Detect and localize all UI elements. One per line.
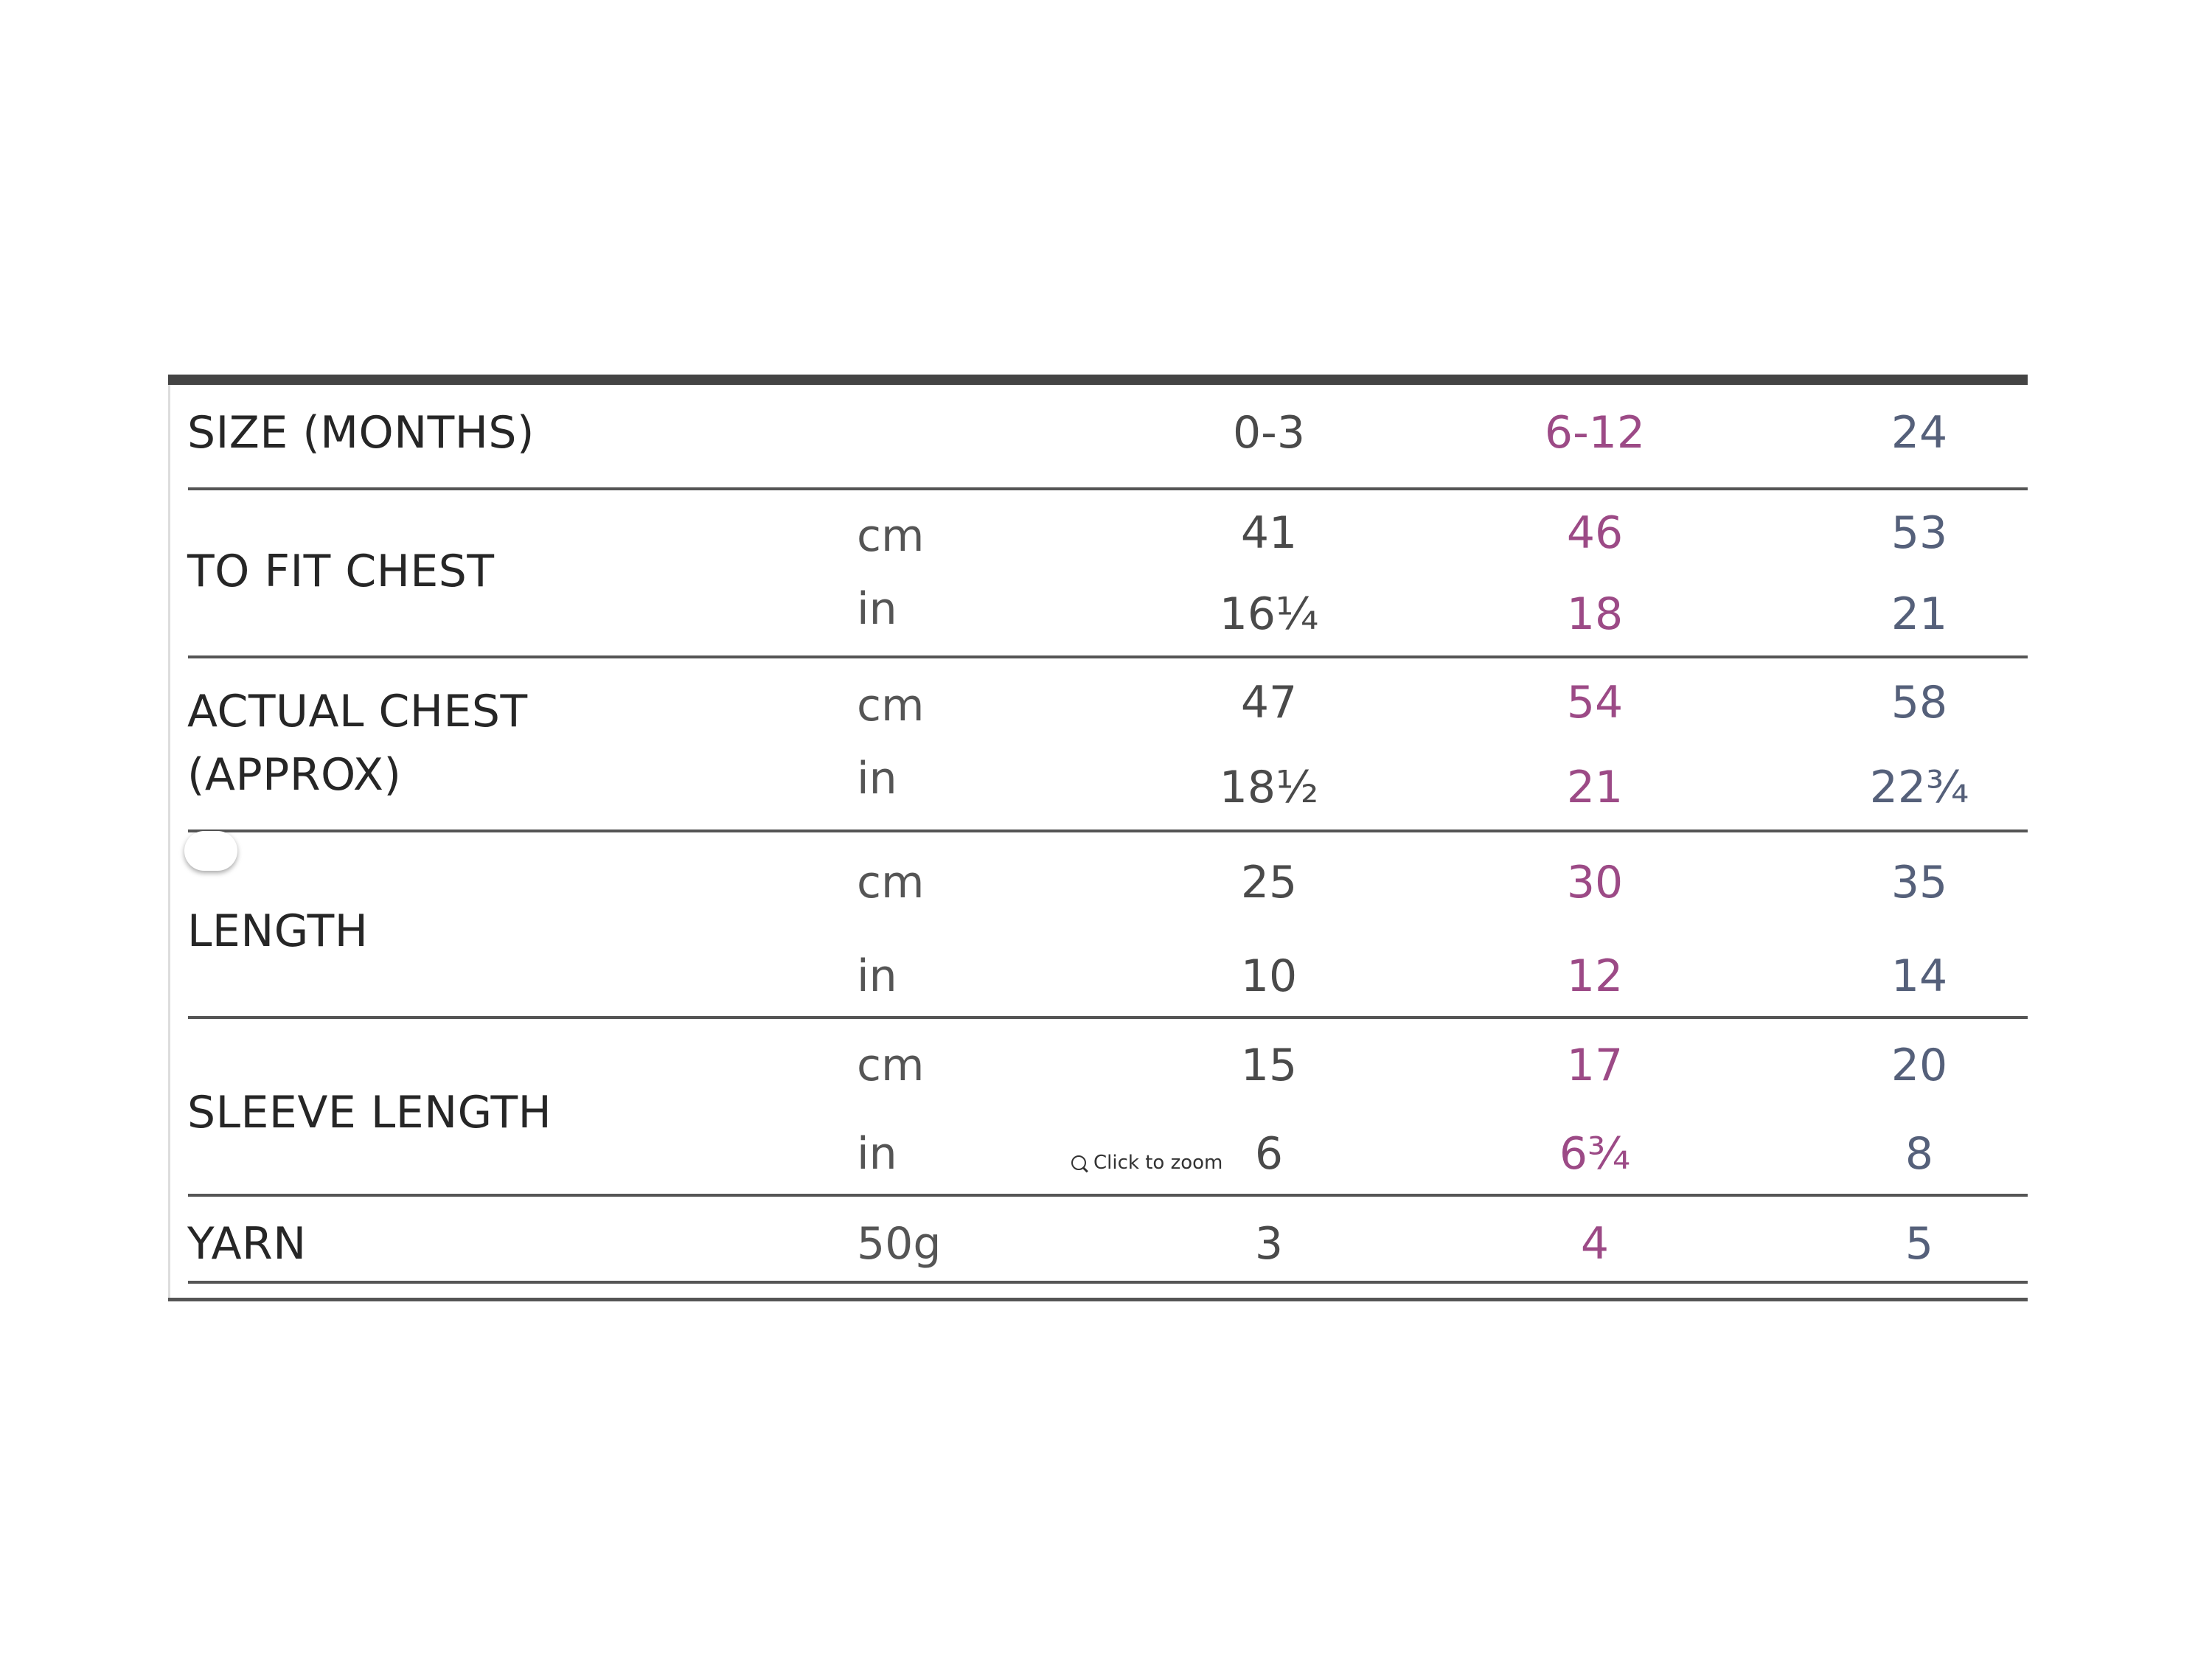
length-in-6-12: 12 <box>1566 950 1624 1002</box>
actual-chest-in-6-12: 21 <box>1566 762 1624 813</box>
to-fit-chest-label: TO FIT CHEST <box>187 546 495 597</box>
length-in-24: 14 <box>1891 950 1948 1002</box>
size-6-12-header: 6-12 <box>1544 407 1646 459</box>
length-label: LENGTH <box>187 905 369 957</box>
to-fit-chest-cm-0-3: 41 <box>1240 507 1298 559</box>
click-to-zoom-hint[interactable]: Click to zoom <box>1071 1152 1222 1174</box>
row-divider <box>188 1194 2028 1197</box>
sleeve-length-in-0-3: 6 <box>1254 1128 1284 1180</box>
unit-in: in <box>857 1128 897 1180</box>
toggle-knob[interactable] <box>184 831 237 871</box>
actual-chest-in-24: 22¾ <box>1869 762 1969 813</box>
unit-cm: cm <box>857 1040 925 1091</box>
to-fit-chest-cm-24: 53 <box>1891 507 1948 559</box>
click-to-zoom-label: Click to zoom <box>1093 1152 1223 1174</box>
length-cm-6-12: 30 <box>1566 857 1624 908</box>
sleeve-length-in-24: 8 <box>1905 1128 1934 1180</box>
actual-chest-cm-6-12: 54 <box>1566 677 1624 728</box>
to-fit-chest-cm-6-12: 46 <box>1566 507 1624 559</box>
unit-in: in <box>857 583 897 635</box>
unit-cm: cm <box>857 857 925 908</box>
row-divider <box>188 655 2028 658</box>
unit-cm: cm <box>857 680 925 731</box>
sleeve-length-cm-24: 20 <box>1891 1040 1948 1091</box>
size-chart-image[interactable]: SIZE (MONTHS) 0-3 6-12 24 TO FIT CHEST c… <box>168 375 2028 1301</box>
to-fit-chest-in-6-12: 18 <box>1566 588 1624 640</box>
unit-in: in <box>857 950 897 1002</box>
actual-chest-cm-0-3: 47 <box>1240 677 1298 728</box>
actual-chest-label: ACTUAL CHEST <box>187 686 528 737</box>
bottom-border <box>168 1298 2028 1301</box>
unit-in: in <box>857 753 897 804</box>
top-border <box>168 375 2028 385</box>
unit-cm: cm <box>857 510 925 562</box>
size-months-label: SIZE (MONTHS) <box>187 407 535 459</box>
length-cm-0-3: 25 <box>1240 857 1298 908</box>
length-in-0-3: 10 <box>1240 950 1298 1002</box>
yarn-24: 5 <box>1905 1218 1934 1270</box>
actual-chest-approx-label: (APPROX) <box>187 749 402 801</box>
yarn-label: YARN <box>187 1218 307 1270</box>
frame-edge <box>168 385 170 1301</box>
to-fit-chest-in-24: 21 <box>1891 588 1948 640</box>
sleeve-length-cm-6-12: 17 <box>1566 1040 1624 1091</box>
size-24-header: 24 <box>1891 407 1948 459</box>
yarn-6-12: 4 <box>1580 1218 1610 1270</box>
row-divider <box>188 830 2028 832</box>
yarn-0-3: 3 <box>1254 1218 1284 1270</box>
row-divider <box>188 1281 2028 1284</box>
size-0-3-header: 0-3 <box>1233 407 1305 459</box>
zoom-in-icon <box>1071 1155 1086 1170</box>
sleeve-length-cm-0-3: 15 <box>1240 1040 1298 1091</box>
length-cm-24: 35 <box>1891 857 1948 908</box>
sleeve-length-label: SLEEVE LENGTH <box>187 1087 552 1138</box>
row-divider <box>188 1016 2028 1019</box>
unit-50g: 50g <box>857 1218 942 1270</box>
actual-chest-cm-24: 58 <box>1891 677 1948 728</box>
actual-chest-in-0-3: 18½ <box>1219 762 1319 813</box>
row-divider <box>188 487 2028 490</box>
sleeve-length-in-6-12: 6¾ <box>1559 1128 1631 1180</box>
to-fit-chest-in-0-3: 16¼ <box>1219 588 1319 640</box>
